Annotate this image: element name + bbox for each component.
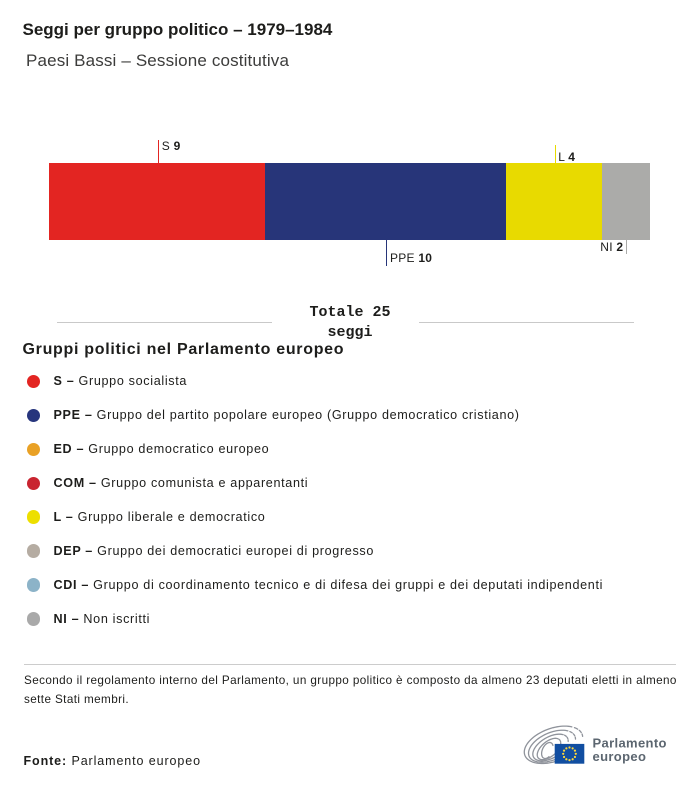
svg-text:Parlamento: Parlamento [593,735,667,750]
svg-text:europeo: europeo [593,749,647,764]
